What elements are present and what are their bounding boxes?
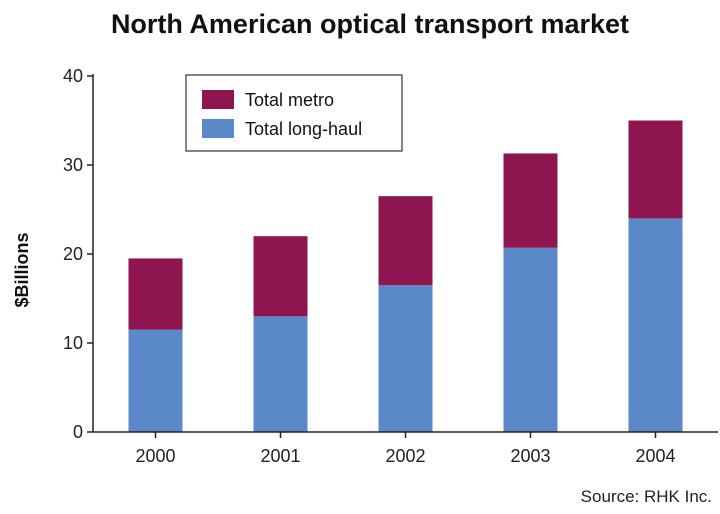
plot-area: 0 10 20 30 40 2000 2001 2002 2003 2004: [63, 66, 718, 466]
x-tick-label: 2001: [260, 446, 300, 466]
bar-total-long-haul-2003: [503, 247, 558, 432]
y-tick-label: 20: [63, 244, 83, 264]
legend-label-total-long-haul: Total long-haul: [245, 119, 362, 139]
y-tick-label: 0: [73, 422, 83, 442]
bar-total-long-haul-2002: [378, 285, 433, 432]
legend-box: [185, 74, 403, 152]
y-axis-ticks: 0 10 20 30 40: [63, 66, 93, 442]
bar-total-long-haul-2004: [628, 218, 683, 432]
bar-total-long-haul-2000: [128, 329, 183, 432]
bar-total-metro-2004: [628, 120, 683, 219]
y-axis-label: $Billions: [12, 232, 32, 307]
bar-total-metro-2003: [503, 153, 558, 248]
y-tick-label: 10: [63, 333, 83, 353]
legend-label-total-metro: Total metro: [245, 90, 334, 110]
bars: [128, 120, 683, 432]
legend-swatch-total-long-haul: [202, 119, 234, 138]
chart-title: North American optical transport market: [111, 9, 629, 39]
bar-total-metro-2000: [128, 258, 183, 330]
bar-total-metro-2002: [378, 196, 433, 286]
x-tick-label: 2004: [635, 446, 675, 466]
y-tick-label: 30: [63, 155, 83, 175]
source-note: Source: RHK Inc.: [581, 487, 712, 506]
bar-total-long-haul-2001: [253, 316, 308, 432]
legend: Total metro Total long-haul: [185, 74, 403, 152]
legend-swatch-total-metro: [202, 90, 234, 109]
x-tick-label: 2000: [135, 446, 175, 466]
x-tick-label: 2003: [510, 446, 550, 466]
x-tick-label: 2002: [385, 446, 425, 466]
y-tick-label: 40: [63, 66, 83, 86]
bar-total-metro-2001: [253, 236, 308, 317]
x-axis-ticks: 2000 2001 2002 2003 2004: [135, 432, 676, 466]
